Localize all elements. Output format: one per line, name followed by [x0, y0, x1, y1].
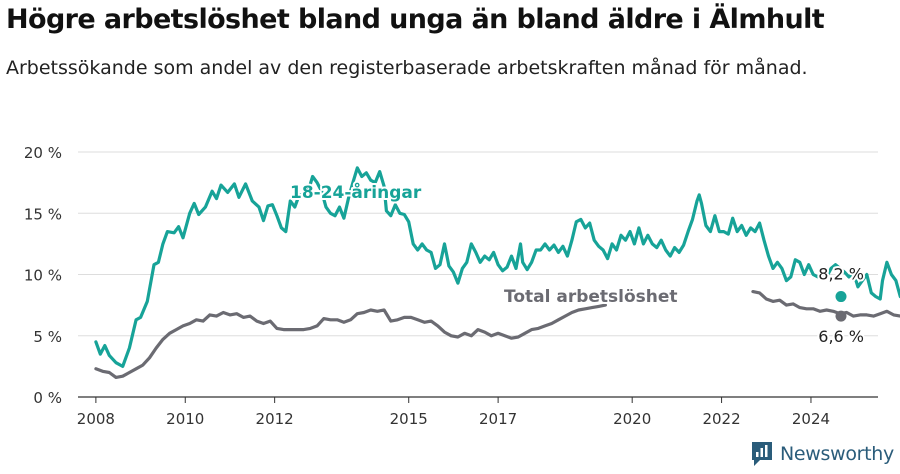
- x-tick-label: 2010: [166, 410, 204, 428]
- chart-title: Högre arbetslöshet bland unga än bland ä…: [6, 4, 825, 35]
- brand-logo: Newsworthy: [750, 440, 894, 468]
- x-tick-label: 2008: [77, 410, 115, 428]
- x-tick-label: 2024: [792, 410, 830, 428]
- youth-end-marker: [835, 291, 847, 303]
- total-series-line: [94, 303, 607, 379]
- y-tick-label: 15 %: [24, 205, 62, 223]
- x-tick-label: 2015: [390, 410, 428, 428]
- y-tick-label: 5 %: [33, 328, 62, 346]
- y-tick-label: 0 %: [33, 389, 62, 407]
- x-tick-label: 2022: [702, 410, 740, 428]
- x-tick-label: 2012: [256, 410, 294, 428]
- x-tick-label: 2020: [613, 410, 651, 428]
- y-tick-label: 20 %: [24, 144, 62, 162]
- brand-name: Newsworthy: [779, 443, 894, 465]
- total-end-label: 6,6 %: [818, 327, 864, 346]
- y-tick-label: 10 %: [24, 267, 62, 285]
- total-end-marker: [835, 310, 847, 322]
- x-tick-label: 2017: [479, 410, 517, 428]
- total-series-line-end: [751, 290, 900, 318]
- chart-subtitle: Arbetssökande som andel av den registerb…: [6, 57, 808, 79]
- newsworthy-logo-icon: [751, 442, 772, 466]
- total-series-label: Total arbetslöshet: [504, 287, 678, 307]
- youth-series-line: [94, 166, 900, 368]
- youth-end-label: 8,2 %: [818, 265, 864, 284]
- youth-series-label: 18-24-åringar: [290, 181, 422, 203]
